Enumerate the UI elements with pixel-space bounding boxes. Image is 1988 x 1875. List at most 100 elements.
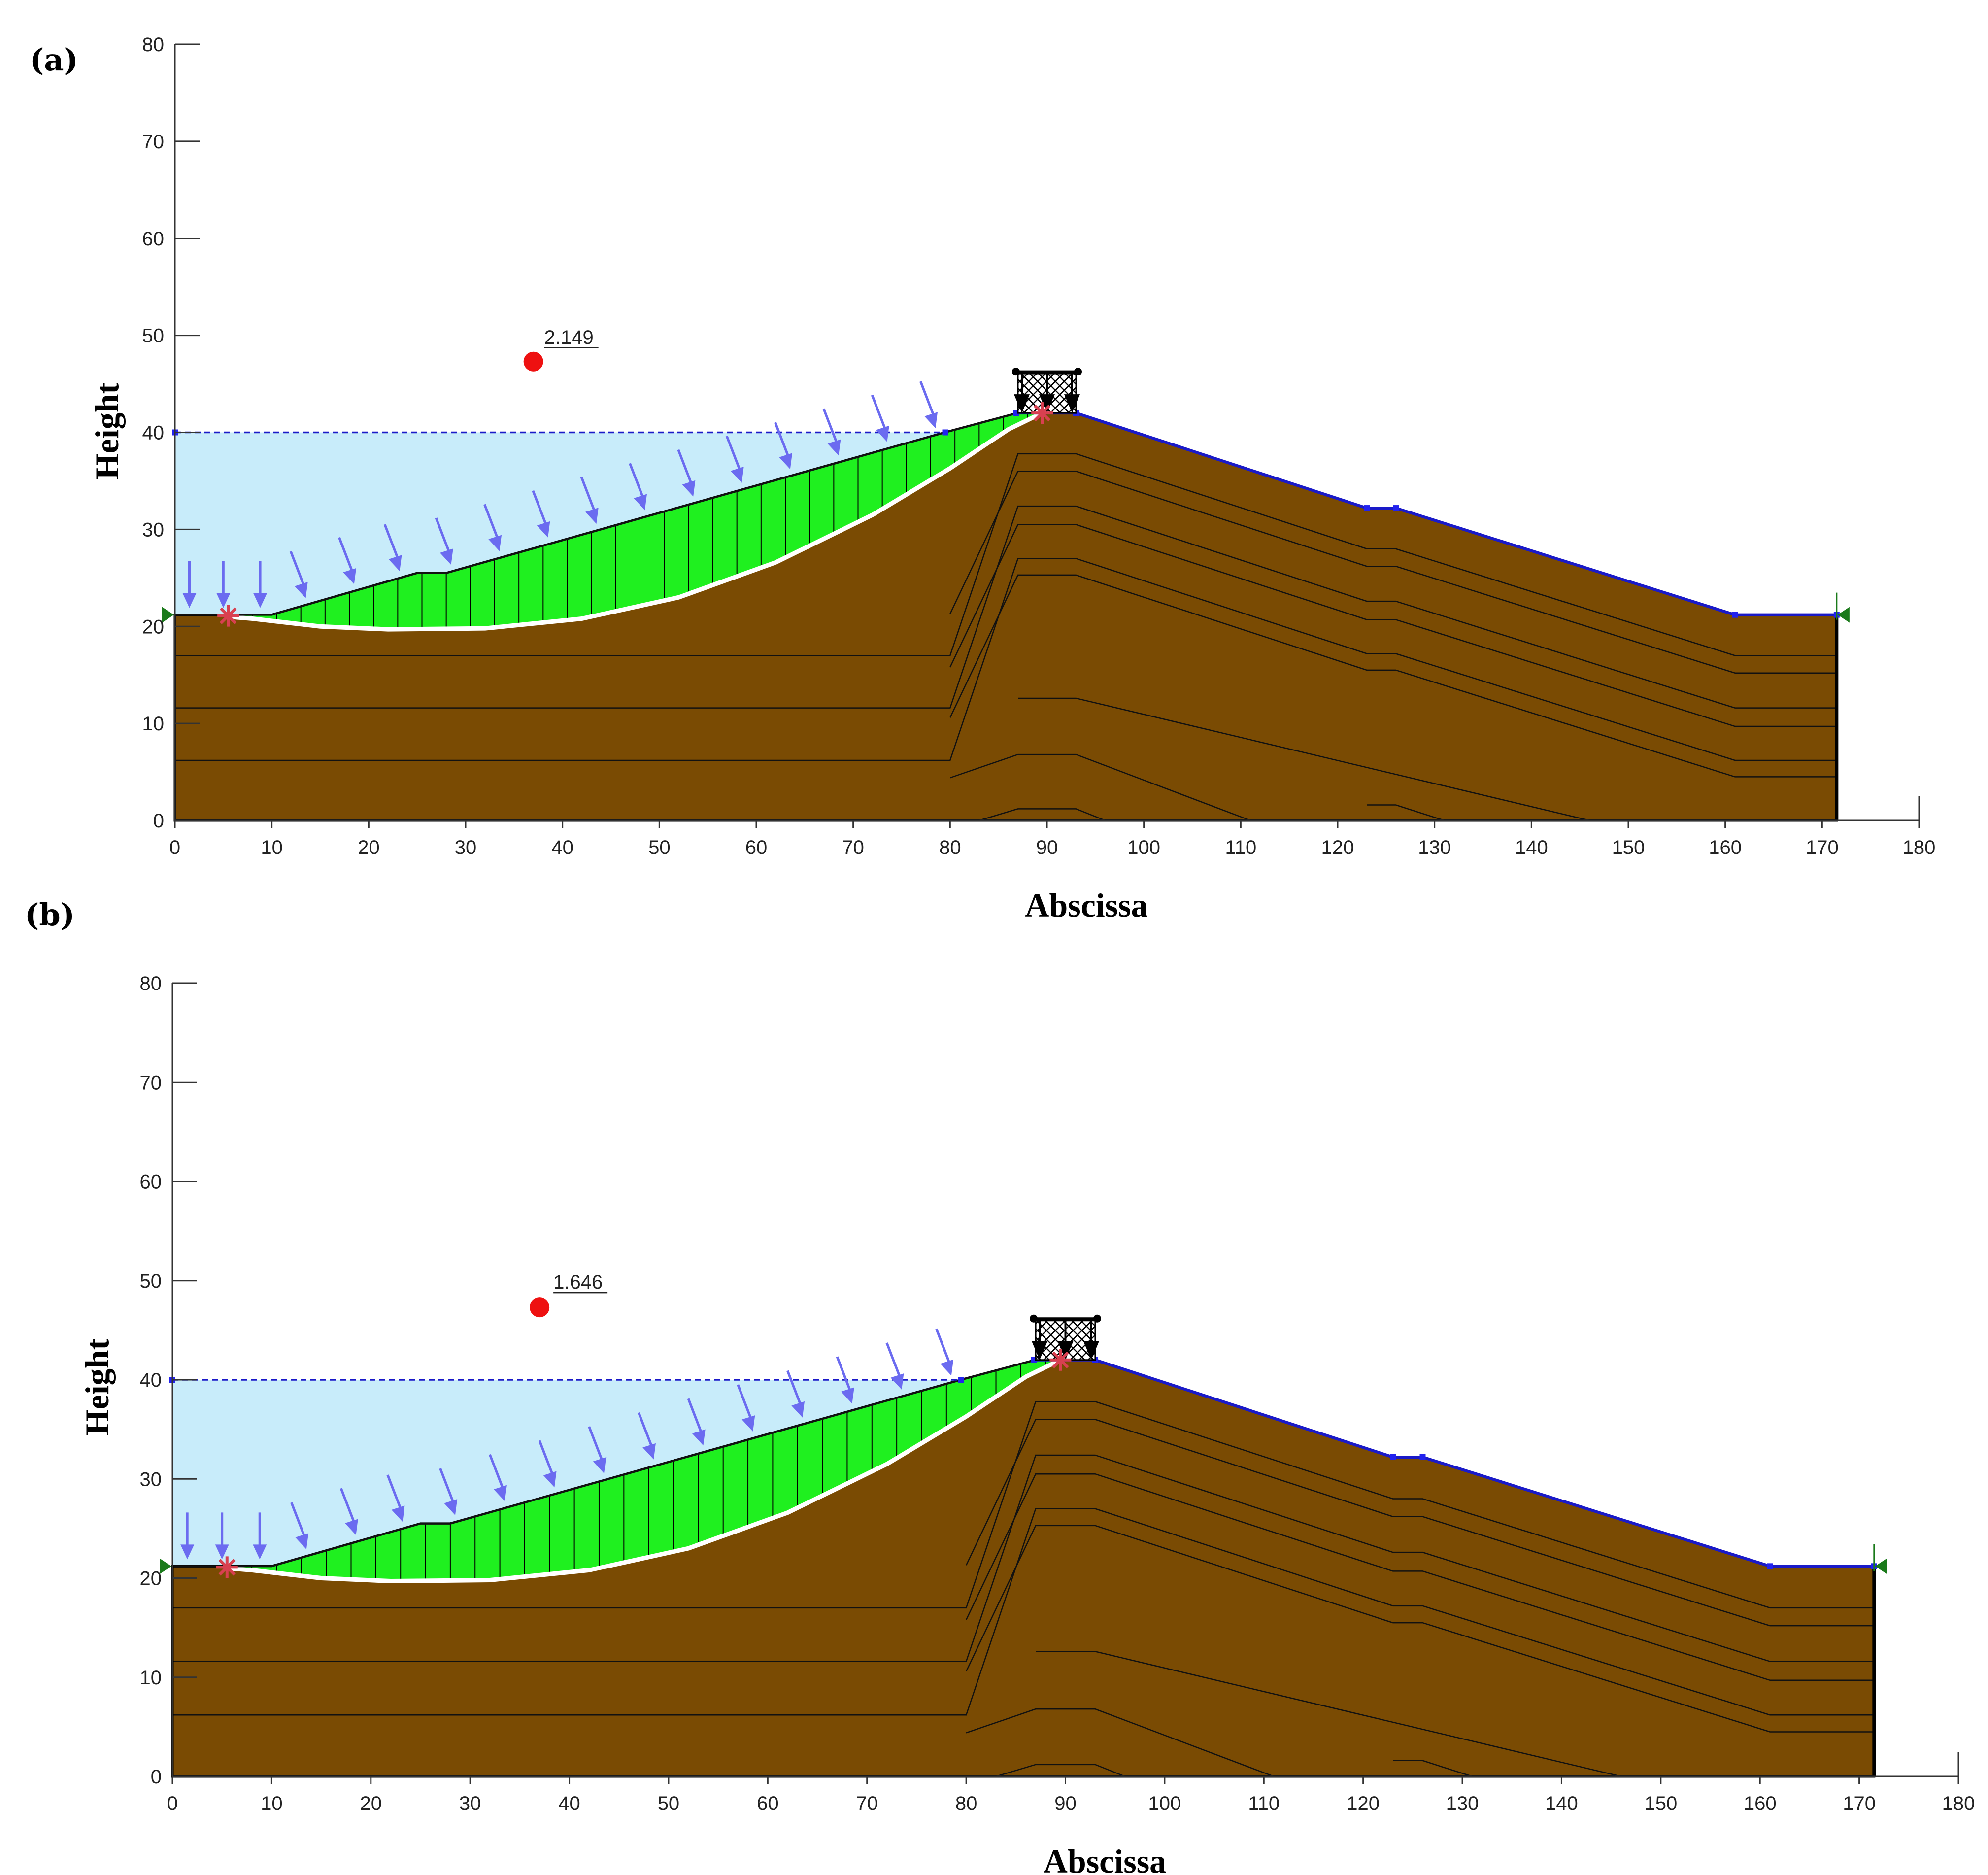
layer-line — [949, 524, 1837, 727]
x-tick-label: 140 — [1515, 837, 1548, 858]
reservoir-water — [175, 432, 945, 615]
pressure-arrow-head — [791, 1401, 805, 1418]
reservoir-water — [172, 1380, 962, 1567]
water-pressure-arrows — [180, 1328, 954, 1560]
layer-line — [965, 1525, 1874, 1733]
pressure-arrow-head — [692, 1429, 706, 1446]
layer-line — [175, 558, 1837, 761]
x-tick-label: 80 — [939, 837, 961, 858]
x-tick-label: 80 — [955, 1793, 977, 1814]
factor-of-safety-label: 2.149 — [544, 327, 594, 348]
stability-panel-b: 1.646 0 10 20 30 40 50 60 70 80 0 10 20 30 40 50 60 70 80 9… — [78, 973, 1975, 1875]
load-arrow-head — [1039, 394, 1055, 413]
layer-line — [172, 1454, 1874, 1662]
y-axis-label: Height — [78, 1338, 116, 1435]
y-tick-label: 60 — [140, 1171, 162, 1193]
y-tick-label: 70 — [142, 131, 165, 153]
slip-center-marker — [523, 351, 543, 372]
y-tick-label: 60 — [142, 228, 165, 250]
pressure-arrow-head — [731, 467, 744, 483]
panel-label-b: (b) — [25, 897, 75, 933]
x-tick-label: 160 — [1744, 1793, 1777, 1814]
layer-line — [1393, 1760, 1473, 1777]
layer-line — [965, 1419, 1874, 1627]
x-tick-label: 110 — [1225, 837, 1256, 858]
x-tick-label: 170 — [1843, 1793, 1876, 1814]
pressure-arrow-head — [444, 1499, 458, 1515]
y-tick-label: 50 — [140, 1270, 162, 1292]
pressure-arrow-head — [634, 494, 647, 511]
pressure-arrow-head — [391, 1505, 405, 1522]
x-tick-label: 30 — [459, 1793, 481, 1814]
pressure-arrow-head — [488, 535, 502, 551]
x-tick-label: 10 — [261, 837, 283, 858]
y-tick-label: 20 — [140, 1568, 162, 1590]
x-tick-label: 130 — [1446, 1793, 1479, 1814]
load-arrow-head — [1083, 1341, 1099, 1360]
y-tick-label: 30 — [142, 519, 165, 541]
slip-center-marker — [530, 1297, 550, 1318]
x-tick-label: 170 — [1806, 837, 1839, 858]
pressure-arrow-head — [253, 593, 268, 608]
pressure-arrow-head — [295, 582, 308, 598]
x-tick-label: 100 — [1127, 837, 1160, 858]
x-tick-label: 90 — [1054, 1793, 1077, 1814]
y-tick-label: 10 — [142, 713, 165, 735]
pressure-arrow-head — [343, 568, 357, 584]
pressure-arrow-head — [924, 412, 938, 429]
x-tick-label: 130 — [1418, 837, 1451, 858]
x-tick-label: 90 — [1036, 837, 1058, 858]
pressure-arrow-head — [827, 439, 841, 456]
layer-line — [949, 574, 1837, 778]
y-tick-label: 30 — [140, 1468, 162, 1490]
pressure-arrow-head — [682, 480, 696, 497]
y-tick-label: 40 — [142, 422, 165, 444]
y-tick-label: 20 — [142, 616, 165, 638]
soil-layer-lines — [175, 453, 1837, 821]
right-support-icon — [1875, 1558, 1887, 1574]
x-tick-label: 120 — [1321, 837, 1354, 858]
layer-line — [949, 753, 1251, 821]
x-tick-label: 150 — [1612, 837, 1645, 858]
pressure-arrow-head — [537, 521, 550, 538]
upstream-surface — [175, 412, 1018, 616]
y-tick-label: 70 — [140, 1072, 162, 1093]
axes: 0 10 20 30 40 50 60 70 80 0 10 20 30 40 50 60 70 80 90 100 1… — [140, 973, 1975, 1814]
layer-line — [172, 1508, 1874, 1716]
pressure-arrow-head — [295, 1533, 309, 1550]
pressure-arrow-head — [890, 1373, 904, 1390]
load-arrow-head — [1032, 1341, 1048, 1360]
factor-of-safety-label: 1.646 — [553, 1271, 603, 1293]
layer-line — [175, 453, 1837, 656]
vertex-marker — [1732, 612, 1738, 618]
x-tick-label: 50 — [648, 837, 671, 858]
pressure-arrow-head — [642, 1443, 656, 1460]
load-arrow-head — [1057, 1341, 1074, 1360]
x-tick-label: 30 — [455, 837, 477, 858]
x-tick-label: 50 — [658, 1793, 680, 1814]
x-tick-label: 10 — [261, 1793, 283, 1814]
stability-panel-a: 2.149 0 10 20 30 40 50 60 70 80 0 10 20 30 40 50 60 70 80 9… — [88, 34, 1935, 924]
x-tick-label: 20 — [358, 837, 380, 858]
x-tick-label: 150 — [1644, 1793, 1677, 1814]
y-tick-label: 0 — [153, 810, 164, 832]
layer-line — [965, 1473, 1874, 1681]
slip-endpoint-marker — [216, 1556, 238, 1578]
x-tick-label: 0 — [167, 1793, 178, 1814]
left-support-icon — [160, 1558, 171, 1574]
layer-line — [175, 505, 1837, 709]
pressure-arrow-head — [593, 1457, 607, 1473]
axes: 0 10 20 30 40 50 60 70 80 0 10 20 30 40 50 60 70 80 90 100 1… — [142, 34, 1936, 858]
pressure-arrow-head — [253, 1544, 267, 1560]
x-tick-label: 110 — [1248, 1793, 1280, 1814]
load-arrow-head — [1014, 394, 1030, 413]
x-tick-label: 40 — [551, 837, 573, 858]
vertex-marker — [1419, 1454, 1426, 1460]
x-tick-label: 70 — [842, 837, 864, 858]
y-tick-label: 80 — [142, 34, 165, 56]
left-support-icon — [162, 607, 174, 623]
x-axis-label: Abscissa — [1025, 886, 1147, 924]
y-tick-label: 10 — [140, 1667, 162, 1689]
x-tick-label: 180 — [1942, 1793, 1975, 1814]
x-tick-label: 60 — [745, 837, 768, 858]
